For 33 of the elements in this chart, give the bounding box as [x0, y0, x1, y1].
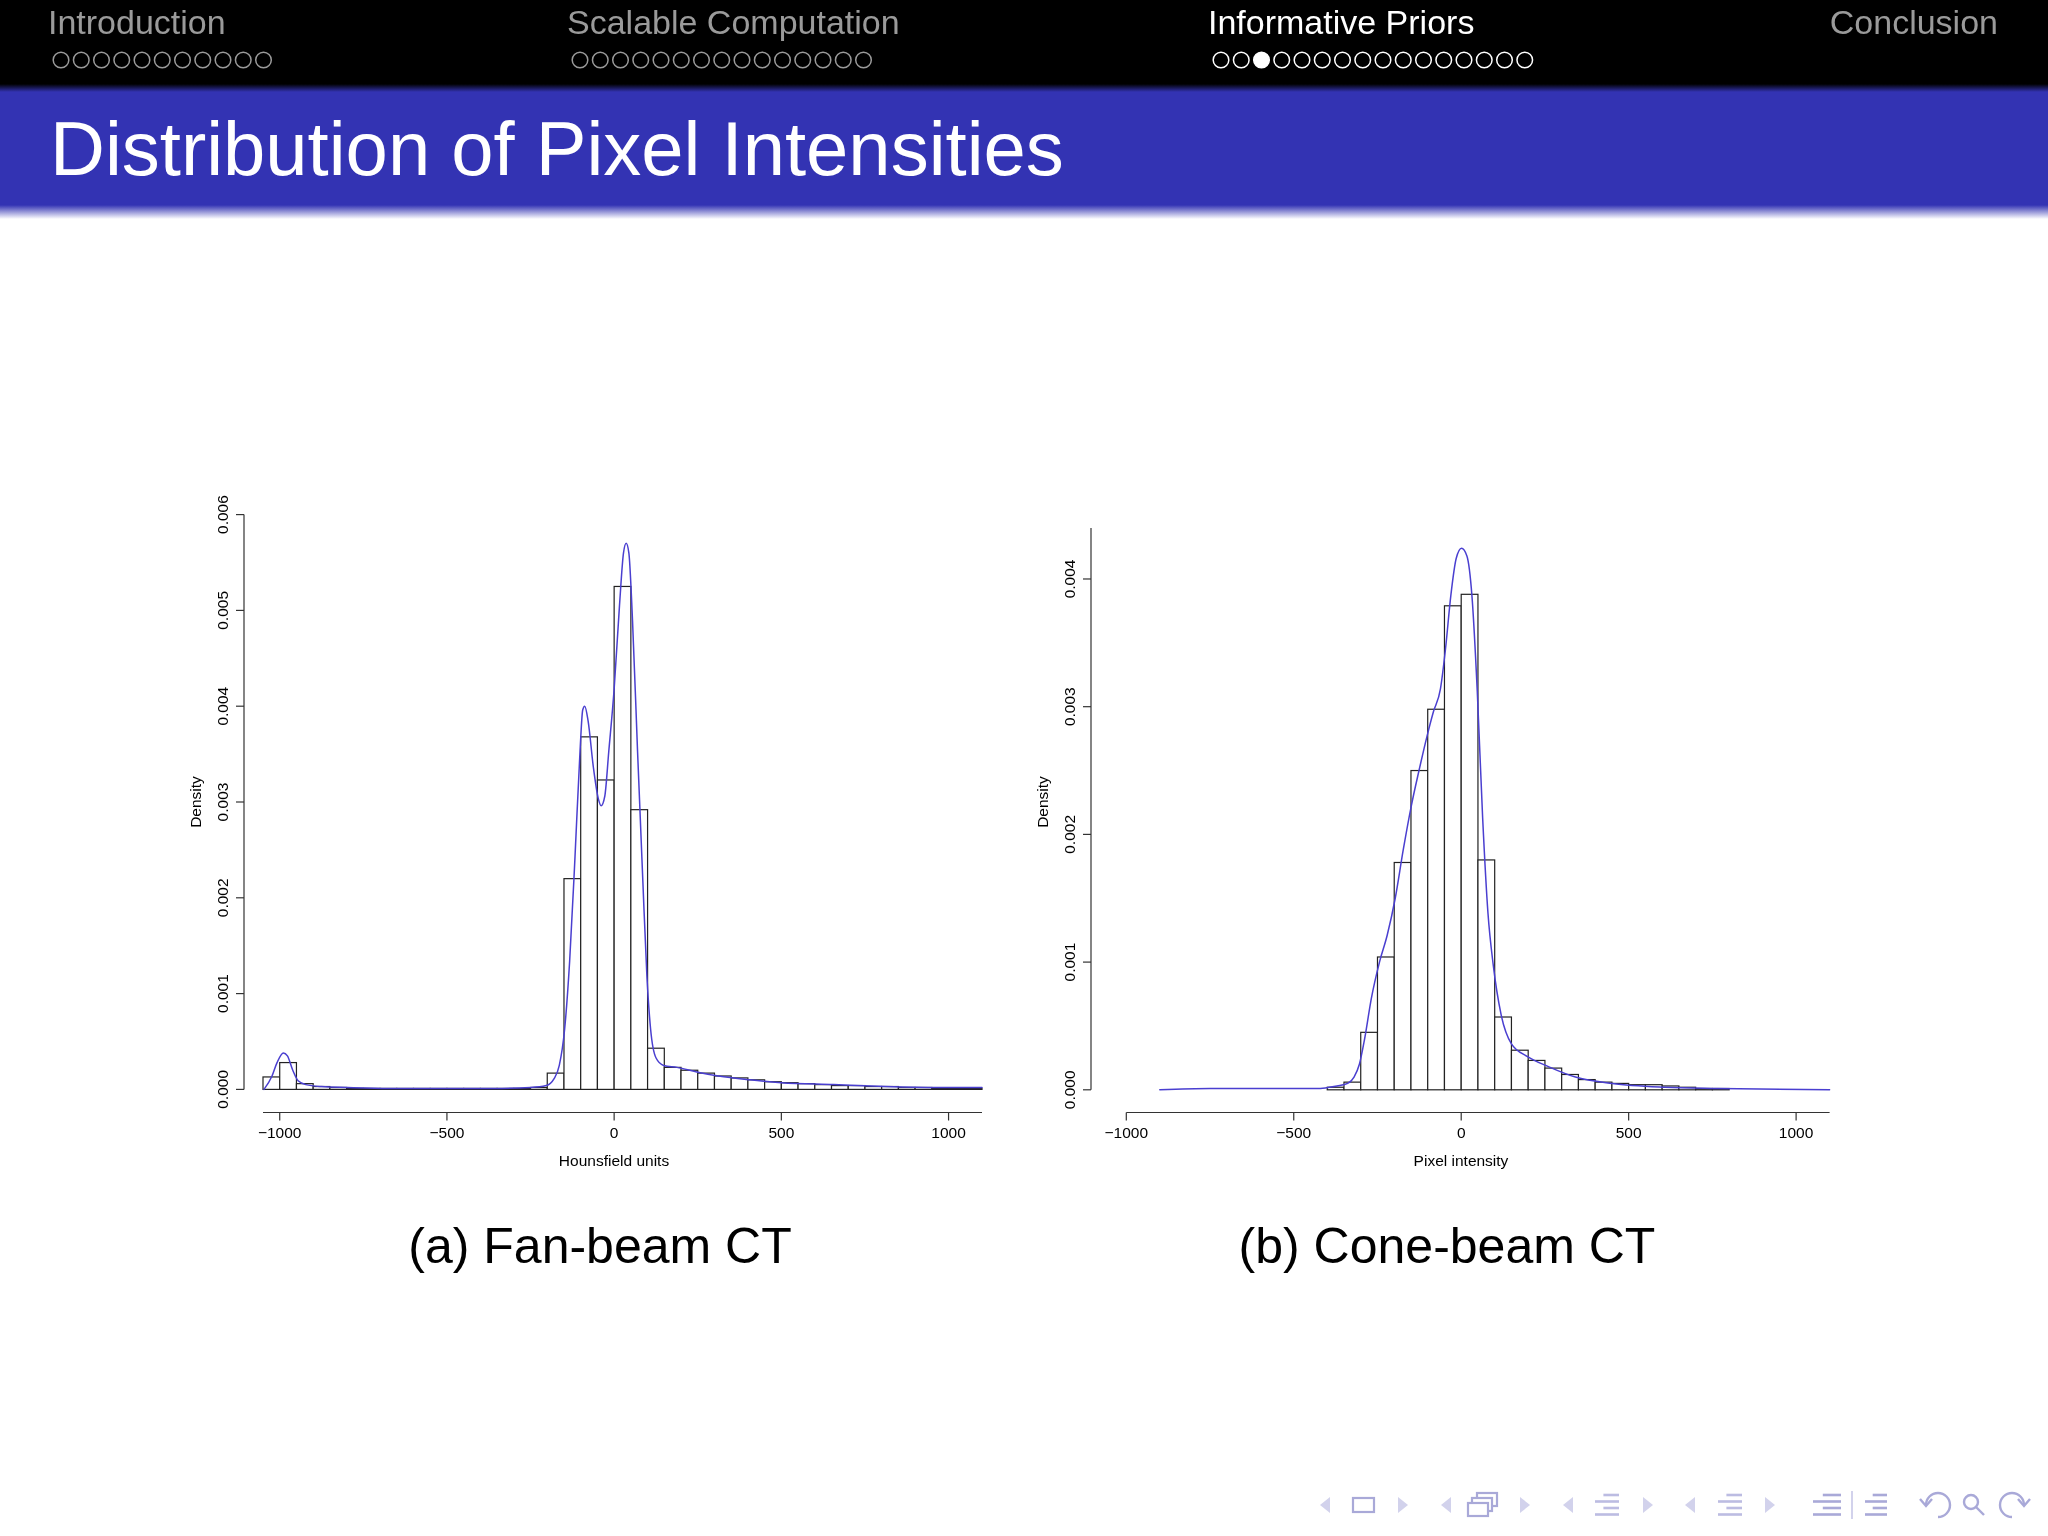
y-tick-label: 0.005: [214, 591, 232, 630]
x-tick-label: 0: [609, 1123, 619, 1141]
y-tick-label: 0.004: [1061, 559, 1079, 599]
y-tick-label: 0.000: [1061, 1070, 1079, 1110]
x-tick-label: 500: [1615, 1123, 1642, 1141]
text: (a) Fan-beam CT: [408, 1218, 792, 1274]
x-axis-title: Hounsfield units: [558, 1151, 670, 1169]
y-tick-label: 0.004: [214, 686, 232, 726]
y-tick-label: 0.001: [1061, 942, 1079, 982]
text: Conclusion: [1829, 3, 1998, 41]
y-tick-label: 0.000: [214, 1069, 232, 1109]
x-axis-title: Pixel intensity: [1413, 1151, 1509, 1169]
y-tick-label: 0.003: [214, 782, 232, 822]
y-axis-title: Density: [187, 775, 205, 828]
x-tick-label: −500: [429, 1123, 465, 1141]
y-tick-label: 0.001: [214, 974, 232, 1013]
text: Introduction: [48, 3, 226, 41]
x-tick-label: 500: [768, 1123, 795, 1141]
text: Scalable Computation: [567, 3, 900, 41]
y-tick-label: 0.006: [214, 495, 232, 534]
text: Informative Priors: [1208, 3, 1475, 41]
y-axis-title: Density: [1034, 775, 1052, 828]
x-tick-label: 0: [1456, 1123, 1466, 1141]
x-tick-label: −1000: [1104, 1123, 1149, 1141]
text: (b) Cone-beam CT: [1238, 1218, 1656, 1274]
y-tick-label: 0.003: [1061, 687, 1079, 727]
x-tick-label: 1000: [931, 1123, 967, 1141]
x-tick-label: −500: [1276, 1123, 1312, 1141]
y-tick-label: 0.002: [1061, 814, 1079, 854]
text: Distribution of Pixel Intensities: [50, 106, 1064, 191]
x-tick-label: −1000: [257, 1123, 302, 1141]
y-tick-label: 0.002: [214, 878, 232, 918]
x-tick-label: 1000: [1778, 1123, 1814, 1141]
